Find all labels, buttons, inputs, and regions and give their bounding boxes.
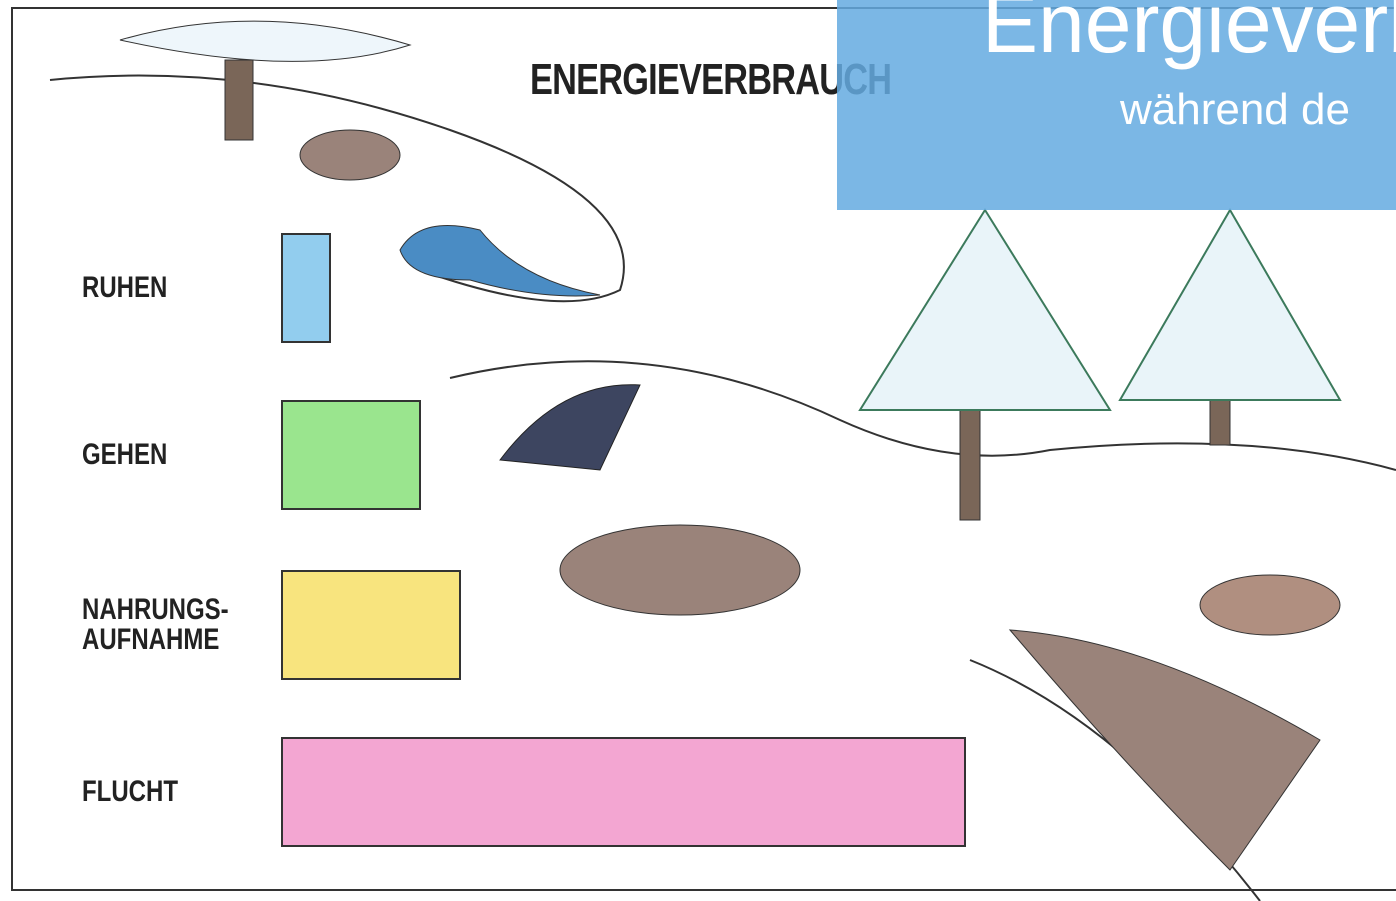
bar bbox=[281, 737, 966, 847]
category-label: GEHEN bbox=[82, 440, 218, 470]
page: {"chart_data": {"type": "bar", "orientat… bbox=[0, 0, 1396, 901]
overlay-box: Energieverb während de bbox=[837, 0, 1396, 210]
bar bbox=[281, 570, 461, 680]
bar bbox=[281, 400, 421, 510]
overlay-title: Energieverb bbox=[982, 0, 1396, 72]
category-label: FLUCHT bbox=[82, 777, 218, 807]
bar bbox=[281, 233, 331, 343]
category-label: RUHEN bbox=[82, 273, 218, 303]
category-label: NAHRUNGS-AUFNAHME bbox=[82, 595, 218, 655]
overlay-subtitle: während de bbox=[1120, 85, 1350, 135]
